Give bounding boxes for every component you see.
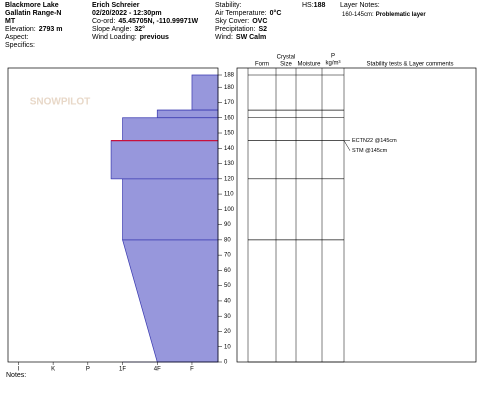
header-field: Sky Cover: OVC (215, 18, 267, 25)
y-tick-label: 60 (224, 268, 231, 274)
hs: HS:188 (302, 2, 325, 9)
hs-value: 188 (314, 2, 326, 9)
field-label: Precipitation: (215, 26, 256, 33)
field-label: Aspect: (5, 34, 28, 41)
field-value: S2 (258, 26, 267, 33)
y-tick-label: 20 (224, 329, 231, 335)
hardness-layer (156, 109, 219, 119)
y-tick-label: 90 (224, 222, 231, 228)
site-info: Gallatin Range-N (5, 10, 61, 17)
col-header: Form (255, 62, 269, 68)
y-tick-label: 50 (224, 283, 231, 289)
y-tick-label: 160 (224, 115, 235, 121)
field-label: Slope Angle: (92, 26, 131, 33)
header-field: Slope Angle: 32° (92, 25, 145, 33)
observer-info: Erich Schreier (92, 2, 140, 9)
header-field: Air Temperature: 0°C (215, 9, 281, 17)
hardness-layer (191, 74, 219, 111)
y-tick-label: 70 (224, 253, 231, 259)
comment-leader (343, 140, 351, 151)
header-field: Elevation: 2793 m (5, 26, 63, 33)
col-header: P (331, 54, 335, 60)
y-tick-label: 130 (224, 161, 235, 167)
field-label: Elevation: (5, 26, 36, 33)
header-field: Wind: SW Calm (215, 34, 266, 41)
y-tick-label: 188 (224, 73, 235, 79)
col-header: Size (280, 62, 292, 68)
comment: STM @145cm (352, 148, 388, 154)
y-tick-label: 120 (224, 176, 235, 182)
field-label: Air Temperature: (215, 10, 267, 17)
layer-note: 160-145cm: Problematic layer (342, 12, 426, 18)
header-field: Specifics: (5, 42, 35, 49)
field-value: 32° (134, 25, 145, 33)
hardness-layer (122, 178, 219, 241)
hardness-layer (122, 117, 219, 141)
field-value: 0°C (270, 9, 282, 17)
header-field: Aspect: (5, 34, 28, 41)
hardness-layer (110, 140, 219, 180)
hardness-layer (122, 239, 219, 363)
y-tick-label: 10 (224, 344, 231, 350)
field-value: OVC (252, 18, 267, 25)
col-header: Stability tests & Layer comments (366, 62, 453, 68)
x-tick-label: 4F (154, 367, 161, 373)
x-tick-label: I (18, 367, 20, 373)
col-header: Crystal (277, 55, 296, 61)
site-info: Blackmore Lake (5, 2, 59, 9)
field-label: Wind: (215, 34, 233, 41)
field-value: 2793 m (39, 26, 63, 33)
y-tick-label: 0 (224, 360, 228, 366)
field-label: Wind Loading: (92, 34, 137, 41)
y-tick-label: 150 (224, 131, 235, 137)
field-label: Stability: (215, 2, 242, 9)
field-value: 45.45705N, -110.99971W (118, 18, 198, 25)
y-tick-label: 170 (224, 100, 235, 106)
y-tick-label: 80 (224, 237, 231, 243)
table-frame (236, 67, 477, 363)
note-range: 160-145cm: (342, 12, 374, 18)
notes: Notes: (6, 372, 26, 379)
y-tick-label: 110 (224, 192, 234, 198)
y-tick-label: 100 (224, 207, 235, 213)
watermark: SNOWPILOT (30, 97, 91, 108)
field-label: Sky Cover: (215, 18, 249, 25)
y-tick-label: 30 (224, 314, 231, 320)
x-tick-label: P (86, 367, 90, 373)
layer-notes-title: Layer Notes: (340, 2, 380, 9)
field-label: Specifics: (5, 42, 35, 49)
y-tick-label: 180 (224, 85, 235, 91)
field-value: SW Calm (236, 34, 266, 41)
x-tick-label: K (51, 367, 55, 373)
site-info: MT (5, 18, 16, 25)
x-tick-label: 1F (119, 367, 126, 373)
header-field: Wind Loading: previous (92, 34, 169, 41)
comment: ECTN22 @145cm (352, 138, 397, 144)
observer-info: 02/20/2022 - 12:30pm (92, 10, 162, 17)
field-label: Co-ord: (92, 18, 115, 25)
note-text: Problematic layer (376, 12, 427, 18)
header-field: Co-ord: 45.45705N, -110.99971W (92, 18, 199, 25)
header-field: Precipitation: S2 (215, 26, 267, 33)
header-field: Stability: (215, 2, 242, 9)
x-tick-label: F (190, 367, 194, 373)
col-header: kg/m³ (326, 61, 341, 67)
y-tick-label: 140 (224, 146, 235, 152)
col-header: Moisture (297, 62, 321, 68)
plot-frame (7, 67, 219, 363)
hs-label: HS: (302, 2, 314, 9)
y-tick-label: 40 (224, 299, 231, 305)
field-value: previous (140, 34, 169, 41)
